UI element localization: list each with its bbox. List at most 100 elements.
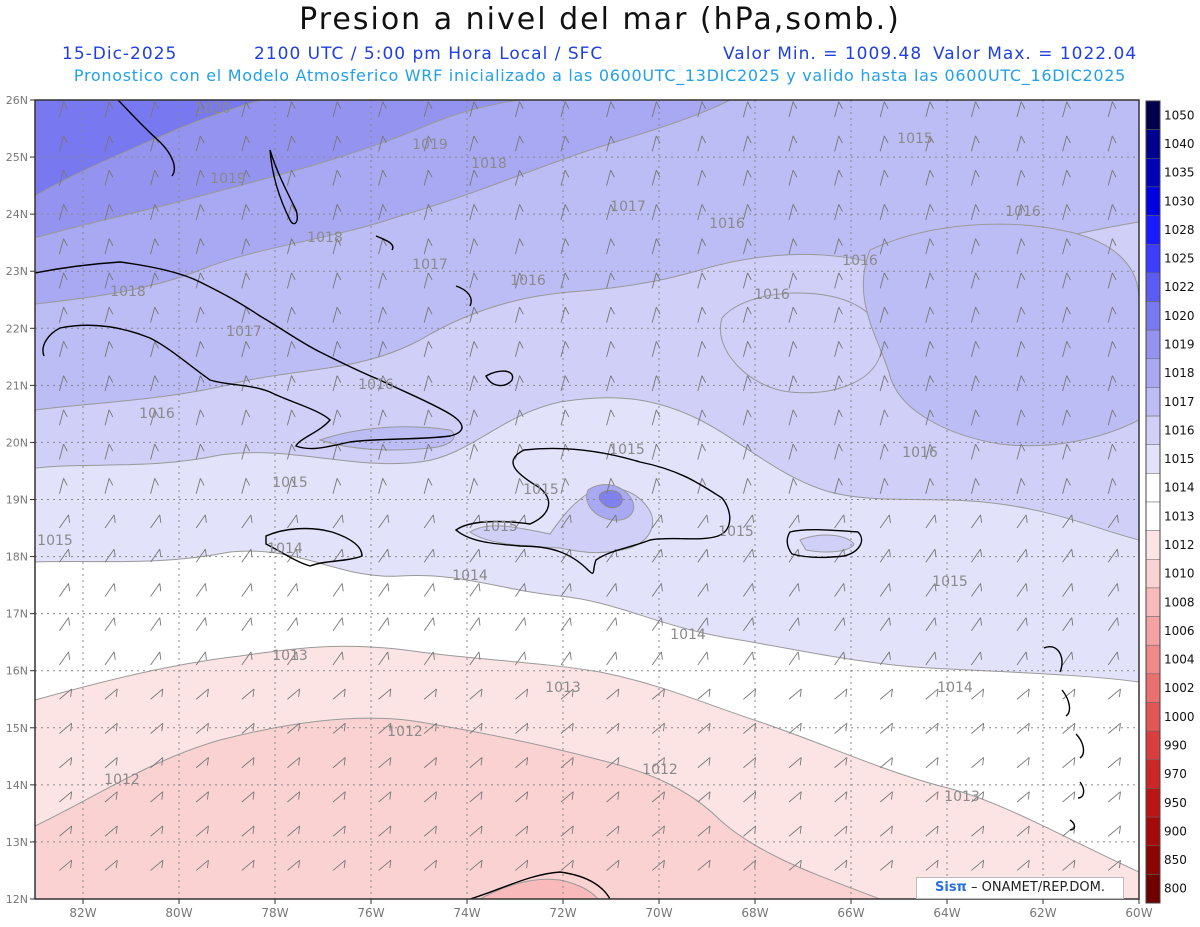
wind-barb-flag xyxy=(564,204,570,212)
wind-barb-staff xyxy=(788,375,794,392)
wind-barb-flag xyxy=(888,583,891,592)
wind-barb-flag xyxy=(799,757,802,766)
wind-barb-flag xyxy=(936,688,939,697)
wind-barb-staff xyxy=(150,617,161,632)
wind-barb-flag xyxy=(890,860,893,869)
wind-barb-staff xyxy=(241,238,247,255)
lon-tick-label: 80W xyxy=(165,906,192,920)
coast-turks xyxy=(485,370,514,387)
wind-barb-flag xyxy=(934,583,937,592)
wind-barb-flag xyxy=(199,272,205,281)
wind-barb-staff xyxy=(241,859,255,871)
wind-barb-staff xyxy=(59,757,72,769)
wind-barb-staff xyxy=(423,548,434,563)
wind-barb-flag xyxy=(708,757,711,766)
lat-tick-label: 25N xyxy=(6,151,28,164)
wind-barb-staff xyxy=(651,272,657,289)
wind-barb-flag xyxy=(701,272,707,281)
wind-barb-staff xyxy=(423,238,429,255)
wind-barb-staff xyxy=(287,548,297,563)
wind-barb-flag xyxy=(792,204,798,212)
wind-barb-flag xyxy=(199,101,205,109)
forecast-date: 15-Dic-2025 xyxy=(62,44,178,64)
coastlines xyxy=(35,100,1085,899)
wind-barb-staff xyxy=(59,688,72,700)
wind-barb-staff xyxy=(1107,272,1113,289)
wind-barb-staff xyxy=(834,443,840,460)
wind-barb-flag xyxy=(250,583,253,592)
colorbar-swatch xyxy=(1145,243,1161,274)
wind-barb-flag xyxy=(982,688,985,697)
wind-barb-flag xyxy=(519,409,524,418)
colorbar: 1050 1040 1035 1030 1028 1025 1022 1020 1019 1018… xyxy=(1145,100,1195,904)
wind-barb-flag xyxy=(1073,757,1076,766)
wind-barb-flag xyxy=(845,825,848,834)
wind-barb-staff xyxy=(1062,583,1073,597)
wind-barb-staff xyxy=(150,514,161,529)
wind-barb-staff xyxy=(742,170,748,186)
colorbar-label: 1020 xyxy=(1164,309,1195,323)
wind-barb-staff xyxy=(925,688,939,700)
wind-barb-staff xyxy=(697,859,711,871)
wind-barb-staff xyxy=(971,688,984,700)
wind-barb-flag xyxy=(1066,341,1071,349)
wind-barb-staff xyxy=(58,272,64,289)
contour-labels: 1020 1019 1019 1018 1018 1018 1017 1017 1017 1016… xyxy=(37,101,1041,805)
wind-barb-staff xyxy=(971,514,981,529)
colorbar-swatch xyxy=(1145,158,1161,188)
wind-barb-flag xyxy=(524,549,527,558)
wind-barb-flag xyxy=(934,617,937,626)
wind-barb-flag xyxy=(1111,101,1117,109)
wind-barb-staff xyxy=(651,443,657,460)
wind-barb-staff xyxy=(970,170,976,186)
wind-barb-flag xyxy=(298,791,301,800)
wind-barb-flag xyxy=(706,617,709,626)
wind-barb-flag xyxy=(199,238,205,246)
wind-barb-flag xyxy=(1073,791,1076,800)
wind-barb-flag xyxy=(63,341,68,349)
wind-barb-flag xyxy=(161,757,164,766)
wind-barb-staff xyxy=(150,409,156,426)
wind-barb-flag xyxy=(291,101,296,109)
wind-barb-flag xyxy=(70,860,73,869)
wind-barb-staff xyxy=(970,478,976,494)
wind-barb-flag xyxy=(206,757,209,766)
wind-barb-flag xyxy=(343,757,346,766)
wind-barb-flag xyxy=(701,101,707,109)
wind-barb-staff xyxy=(195,722,209,734)
wind-barb-flag xyxy=(252,825,255,834)
wind-barb-flag xyxy=(1020,204,1026,212)
wind-barb-flag xyxy=(473,443,479,452)
wind-barb-staff xyxy=(469,617,480,632)
wind-barb-flag xyxy=(480,757,483,766)
wind-barb-flag xyxy=(747,478,752,486)
wind-barb-flag xyxy=(747,135,752,144)
lon-tick-label: 62W xyxy=(1029,906,1056,920)
wind-barb-staff xyxy=(150,170,156,186)
wind-barb-staff xyxy=(150,101,156,118)
wind-barb-staff xyxy=(378,548,389,563)
wind-barb-staff xyxy=(788,443,794,460)
wind-barb-staff xyxy=(515,651,525,666)
wind-barb-flag xyxy=(68,583,71,592)
lat-tick-label: 22N xyxy=(6,322,28,335)
wind-barb-flag xyxy=(660,617,663,626)
wind-barb-staff xyxy=(606,135,612,152)
wind-barb-staff xyxy=(879,238,885,255)
wind-barb-staff xyxy=(104,548,115,563)
wind-barb-flag xyxy=(480,688,483,697)
wind-barb-flag xyxy=(199,204,205,212)
wind-barb-flag xyxy=(975,306,980,315)
wind-barb-staff xyxy=(925,238,931,255)
wind-barb-staff xyxy=(332,409,338,426)
wind-barb-staff xyxy=(515,722,528,734)
wind-barb-flag xyxy=(1071,583,1074,592)
wind-barb-staff xyxy=(1107,757,1121,769)
wind-barb-staff xyxy=(1107,688,1121,700)
wind-barb-flag xyxy=(1020,409,1026,418)
wind-barb-flag xyxy=(708,723,711,732)
wind-barb-staff xyxy=(606,307,612,323)
wind-barb-staff xyxy=(1062,548,1073,563)
wind-barb-flag xyxy=(569,617,572,626)
colorbar-label: 1008 xyxy=(1164,595,1195,609)
